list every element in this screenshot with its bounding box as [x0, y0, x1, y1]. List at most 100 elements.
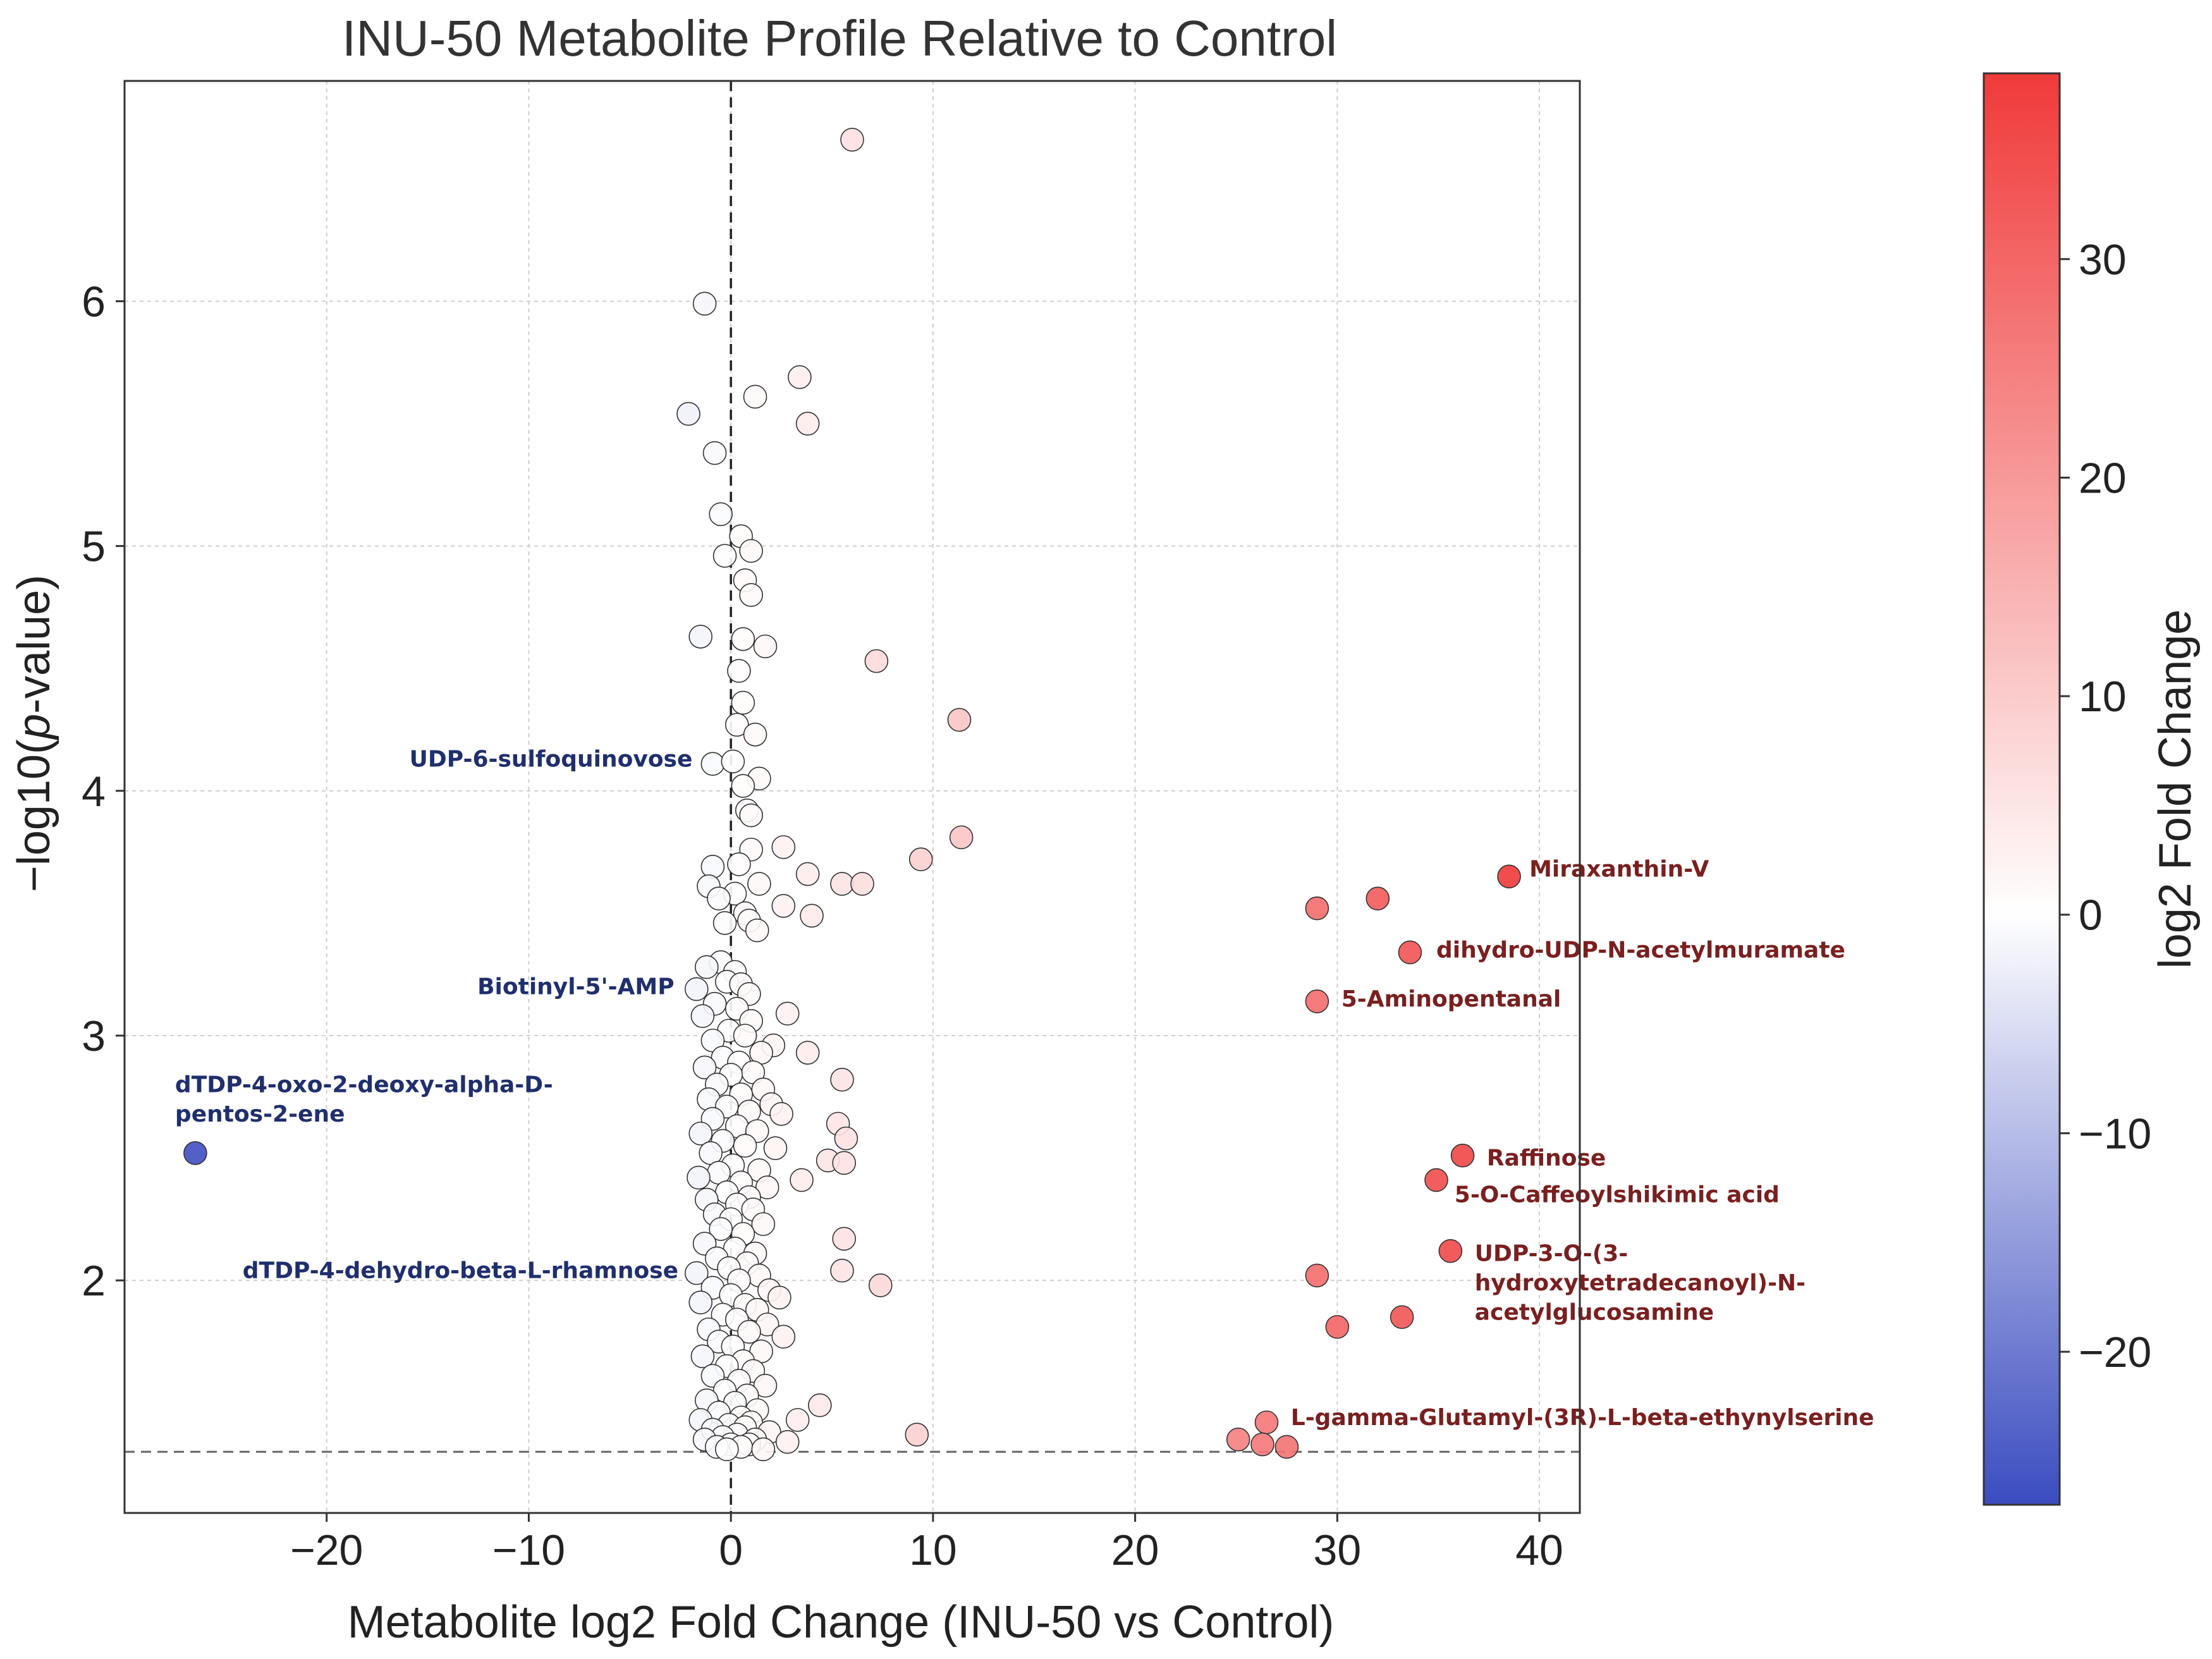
data-point — [751, 1437, 776, 1462]
data-point — [739, 803, 763, 828]
colorbar-tick-label: 30 — [2079, 236, 2127, 284]
data-point — [700, 752, 725, 776]
colorbar-tick-label: 10 — [2079, 673, 2127, 721]
data-point — [751, 1212, 776, 1236]
data-point — [733, 1024, 757, 1048]
data-point — [832, 1227, 857, 1251]
data-point — [850, 872, 874, 896]
data-point — [743, 722, 767, 747]
data-point — [834, 1126, 859, 1151]
data-point — [709, 502, 733, 527]
x-axis-ticks: −20 −10 0 10 20 30 40 — [290, 1513, 1563, 1574]
data-point — [709, 1217, 733, 1241]
point-annotation: pentos-2-ene — [175, 1101, 345, 1127]
y-axis-title-pre: −log10( — [9, 739, 59, 892]
data-point — [743, 384, 767, 409]
data-point — [775, 1429, 800, 1454]
x-tick-label: 20 — [1111, 1526, 1159, 1574]
data-point — [727, 659, 751, 683]
data-point — [733, 1134, 757, 1158]
data-point — [702, 441, 727, 465]
data-point — [183, 1141, 207, 1165]
data-point — [687, 1165, 711, 1190]
data-point — [721, 749, 745, 774]
data-point — [771, 1325, 796, 1349]
y-axis-title: −log10(p-value) — [9, 575, 59, 892]
x-tick-label: −20 — [290, 1526, 363, 1574]
point-annotation: acetylglucosamine — [1475, 1300, 1714, 1326]
x-tick-label: −10 — [492, 1526, 565, 1574]
data-point — [712, 544, 737, 568]
y-axis-title-italic: p — [9, 714, 59, 740]
data-point — [1450, 1143, 1475, 1168]
point-annotation: 5-O-Caffeoylshikimic acid — [1455, 1182, 1780, 1208]
data-point — [685, 1261, 709, 1285]
data-point — [775, 1001, 800, 1025]
data-point — [808, 1393, 832, 1417]
data-point — [731, 774, 755, 798]
data-point — [688, 1290, 713, 1314]
data-point — [1274, 1435, 1299, 1459]
point-annotation: dihydro-UDP-N-acetylmuramate — [1436, 937, 1845, 963]
data-point — [795, 862, 820, 886]
point-annotation: L-gamma-Glutamyl-(3R)-L-beta-ethynylseri… — [1291, 1405, 1874, 1431]
colorbar-ticks: −20 −10 0 10 20 30 — [2060, 236, 2151, 1376]
colorbar-tick-label: 20 — [2079, 454, 2127, 502]
point-annotations: UDP-6-sulfoquinovose Biotinyl-5'-AMP dTDP-… — [175, 746, 1874, 1431]
data-point — [747, 872, 771, 896]
colorbar-label: log2 Fold Change — [2150, 609, 2201, 969]
point-annotation: dTDP-4-oxo-2-deoxy-alpha-D- — [175, 1072, 553, 1098]
data-point — [712, 911, 737, 935]
data-point — [1254, 1410, 1279, 1435]
data-point — [771, 835, 796, 859]
data-point — [788, 365, 812, 389]
point-annotation: Miraxanthin-V — [1529, 857, 1709, 883]
x-tick-label: 30 — [1314, 1526, 1362, 1574]
data-point — [1305, 896, 1329, 921]
data-point — [832, 1151, 857, 1175]
data-point — [769, 1102, 793, 1126]
data-point — [830, 1067, 854, 1092]
y-axis-ticks: 2 3 4 5 6 — [82, 278, 125, 1305]
point-annotation: 5-Aminopentanal — [1341, 986, 1561, 1012]
data-point — [1250, 1432, 1274, 1457]
data-point — [908, 847, 933, 872]
x-axis-title: Metabolite log2 Fold Change (INU-50 vs C… — [348, 1597, 1335, 1648]
plot-frame — [123, 80, 1581, 1514]
data-point — [676, 401, 700, 426]
colorbar-tick-label: −10 — [2079, 1110, 2151, 1158]
data-point — [1438, 1239, 1463, 1263]
chart-title: INU-50 Metabolite Profile Relative to Co… — [342, 10, 1337, 66]
x-tick-label: 10 — [909, 1526, 957, 1574]
point-annotation: Biotinyl-5'-AMP — [477, 974, 675, 1000]
data-point — [731, 690, 755, 715]
data-point — [685, 977, 709, 1001]
data-point — [753, 1373, 778, 1398]
data-point — [767, 1285, 791, 1310]
y-tick-label: 2 — [82, 1257, 106, 1305]
data-point — [690, 1344, 715, 1369]
data-point — [1398, 940, 1422, 965]
data-point — [731, 627, 755, 651]
data-point — [1325, 1314, 1350, 1339]
data-point — [714, 1437, 739, 1462]
data-point — [795, 1041, 820, 1065]
data-point — [1305, 989, 1329, 1013]
y-tick-label: 5 — [82, 523, 106, 571]
data-point — [745, 918, 769, 943]
data-point — [1366, 886, 1390, 910]
data-point — [785, 1408, 810, 1432]
data-point — [688, 1122, 713, 1146]
y-tick-label: 3 — [82, 1012, 106, 1060]
data-point — [840, 128, 864, 152]
data-point — [868, 1273, 893, 1297]
data-point — [739, 583, 763, 607]
data-point — [692, 1055, 717, 1080]
colorbar — [1983, 72, 2061, 1506]
point-annotation: UDP-3-O-(3- — [1475, 1241, 1628, 1267]
data-point — [763, 1136, 788, 1160]
y-tick-label: 6 — [82, 278, 106, 326]
data-point — [1226, 1428, 1250, 1452]
